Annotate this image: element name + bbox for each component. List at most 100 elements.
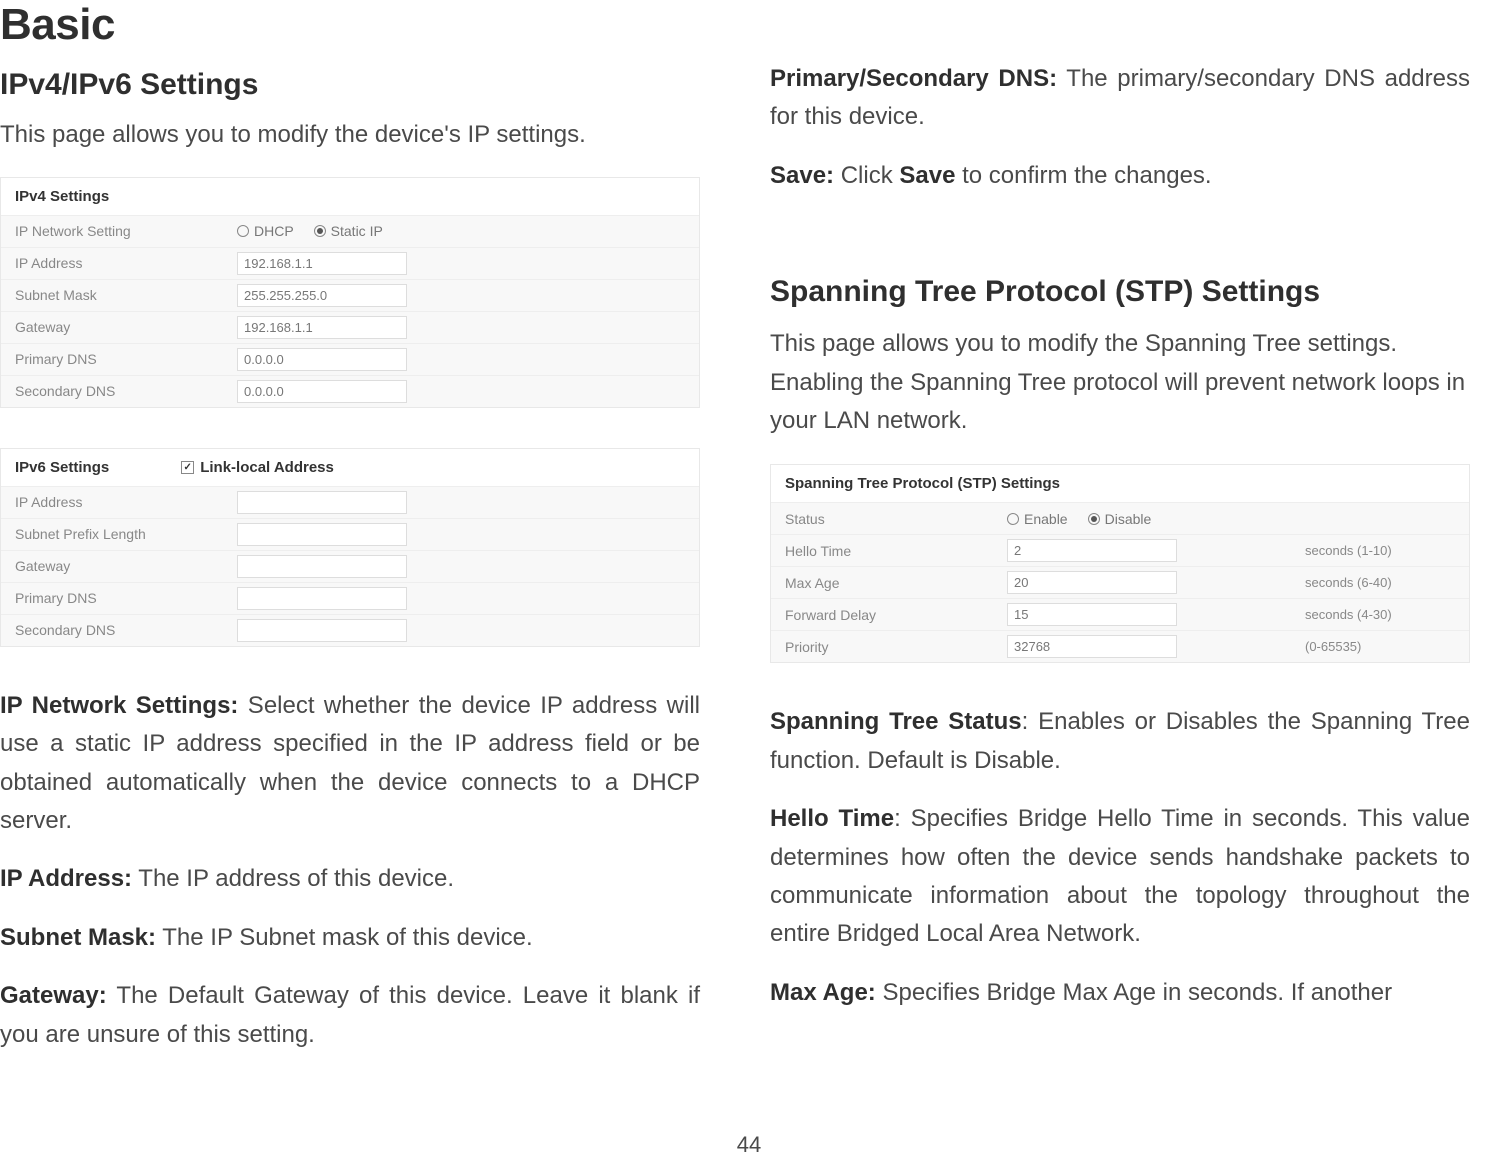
hello-time-input[interactable] [1007, 539, 1177, 562]
stp-status-row: Status Enable Disable [771, 502, 1469, 534]
definition-text2: to confirm the changes. [955, 162, 1211, 189]
radio-icon [237, 225, 249, 237]
ipv6-header-label: IPv6 Settings [15, 459, 109, 476]
forward-delay-hint: seconds (4-30) [1299, 603, 1469, 626]
max-age-hint: seconds (6-40) [1299, 571, 1469, 594]
definition-label: Gateway: [0, 982, 107, 1009]
max-age-definition: Max Age: Specifies Bridge Max Age in sec… [770, 974, 1470, 1012]
ipv6-sdns-input[interactable] [237, 619, 407, 642]
stp-status-label: Status [771, 504, 1001, 534]
ipv4-ipv6-heading: IPv4/IPv6 Settings [0, 68, 700, 102]
secondary-dns-label: Secondary DNS [1, 376, 231, 406]
ip-address-definition: IP Address: The IP address of this devic… [0, 860, 700, 898]
forward-delay-label: Forward Delay [771, 600, 1001, 630]
hello-time-row: Hello Time seconds (1-10) [771, 534, 1469, 566]
hello-time-hint: seconds (1-10) [1299, 539, 1469, 562]
hello-time-label: Hello Time [771, 536, 1001, 566]
ipv6-ip-input[interactable] [237, 491, 407, 514]
max-age-row: Max Age seconds (6-40) [771, 566, 1469, 598]
ipv6-ip-row: IP Address [1, 486, 699, 518]
stp-status-definition: Spanning Tree Status: Enables or Disable… [770, 703, 1470, 780]
radio-icon [1088, 513, 1100, 525]
static-ip-radio[interactable]: Static IP [314, 223, 383, 239]
priority-hint: (0-65535) [1299, 635, 1469, 658]
ip-network-setting-row: IP Network Setting DHCP Static IP [1, 215, 699, 247]
definition-label: Subnet Mask: [0, 924, 156, 951]
static-ip-radio-label: Static IP [331, 223, 383, 239]
save-bold: Save [899, 162, 955, 189]
ipv6-ip-label: IP Address [1, 487, 231, 517]
stp-settings-panel: Spanning Tree Protocol (STP) Settings St… [770, 464, 1470, 663]
ipv4-intro: This page allows you to modify the devic… [0, 118, 700, 153]
subnet-mask-definition: Subnet Mask: The IP Subnet mask of this … [0, 919, 700, 957]
ipv6-gw-label: Gateway [1, 551, 231, 581]
definition-label: Save: [770, 162, 834, 189]
forward-delay-row: Forward Delay seconds (4-30) [771, 598, 1469, 630]
stp-header: Spanning Tree Protocol (STP) Settings [771, 465, 1469, 502]
ipv6-header: IPv6 Settings ✓ Link-local Address [1, 449, 699, 486]
save-definition: Save: Click Save to confirm the changes. [770, 157, 1470, 195]
primary-dns-row: Primary DNS [1, 343, 699, 375]
definition-text: Click [834, 162, 899, 189]
page-number: 44 [737, 1132, 761, 1158]
gateway-row: Gateway [1, 311, 699, 343]
definition-label: IP Address: [0, 865, 132, 892]
forward-delay-input[interactable] [1007, 603, 1177, 626]
ipv6-pdns-input[interactable] [237, 587, 407, 610]
radio-icon [314, 225, 326, 237]
link-local-checkbox[interactable]: ✓ [181, 461, 194, 474]
enable-radio-label: Enable [1024, 511, 1068, 527]
definition-text: Specifies Bridge Max Age in seconds. If … [876, 979, 1392, 1006]
dhcp-radio[interactable]: DHCP [237, 223, 294, 239]
enable-radio[interactable]: Enable [1007, 511, 1068, 527]
hello-time-definition: Hello Time: Specifies Bridge Hello Time … [770, 800, 1470, 954]
definition-label: Primary/Secondary DNS: [770, 65, 1057, 92]
primary-dns-input[interactable] [237, 348, 407, 371]
ipv6-settings-panel: IPv6 Settings ✓ Link-local Address IP Ad… [0, 448, 700, 647]
ipv6-prefix-label: Subnet Prefix Length [1, 519, 231, 549]
gateway-definition: Gateway: The Default Gateway of this dev… [0, 977, 700, 1054]
ipv6-prefix-row: Subnet Prefix Length [1, 518, 699, 550]
dhcp-radio-label: DHCP [254, 223, 294, 239]
page-title: Basic [0, 0, 700, 50]
ip-network-definition: IP Network Settings: Select whether the … [0, 687, 700, 841]
ipv4-settings-panel: IPv4 Settings IP Network Setting DHCP St… [0, 177, 700, 408]
priority-row: Priority (0-65535) [771, 630, 1469, 662]
secondary-dns-input[interactable] [237, 380, 407, 403]
secondary-dns-row: Secondary DNS [1, 375, 699, 407]
definition-label: Hello Time [770, 805, 894, 832]
definition-label: IP Network Settings: [0, 692, 238, 719]
disable-radio[interactable]: Disable [1088, 511, 1152, 527]
ipv6-sdns-row: Secondary DNS [1, 614, 699, 646]
ipv6-pdns-row: Primary DNS [1, 582, 699, 614]
ipv4-header: IPv4 Settings [1, 178, 699, 215]
max-age-input[interactable] [1007, 571, 1177, 594]
empty-hint [1299, 515, 1469, 523]
ip-address-input[interactable] [237, 252, 407, 275]
subnet-mask-row: Subnet Mask [1, 279, 699, 311]
gateway-input[interactable] [237, 316, 407, 339]
dns-definition: Primary/Secondary DNS: The primary/secon… [770, 60, 1470, 137]
subnet-mask-label: Subnet Mask [1, 280, 231, 310]
definition-label: Spanning Tree Status [770, 708, 1022, 735]
definition-text: The IP address of this device. [132, 865, 454, 892]
ip-address-label: IP Address [1, 248, 231, 278]
ipv6-sdns-label: Secondary DNS [1, 615, 231, 645]
priority-input[interactable] [1007, 635, 1177, 658]
ipv6-gw-input[interactable] [237, 555, 407, 578]
gateway-label: Gateway [1, 312, 231, 342]
radio-icon [1007, 513, 1019, 525]
stp-intro: This page allows you to modify the Spann… [770, 325, 1470, 440]
ipv6-pdns-label: Primary DNS [1, 583, 231, 613]
ip-network-setting-label: IP Network Setting [1, 216, 231, 246]
ipv6-gw-row: Gateway [1, 550, 699, 582]
max-age-label: Max Age [771, 568, 1001, 598]
definition-text: The IP Subnet mask of this device. [156, 924, 533, 951]
ipv6-prefix-input[interactable] [237, 523, 407, 546]
disable-radio-label: Disable [1105, 511, 1152, 527]
stp-heading: Spanning Tree Protocol (STP) Settings [770, 275, 1470, 309]
primary-dns-label: Primary DNS [1, 344, 231, 374]
subnet-mask-input[interactable] [237, 284, 407, 307]
priority-label: Priority [771, 632, 1001, 662]
link-local-label: Link-local Address [200, 459, 334, 476]
